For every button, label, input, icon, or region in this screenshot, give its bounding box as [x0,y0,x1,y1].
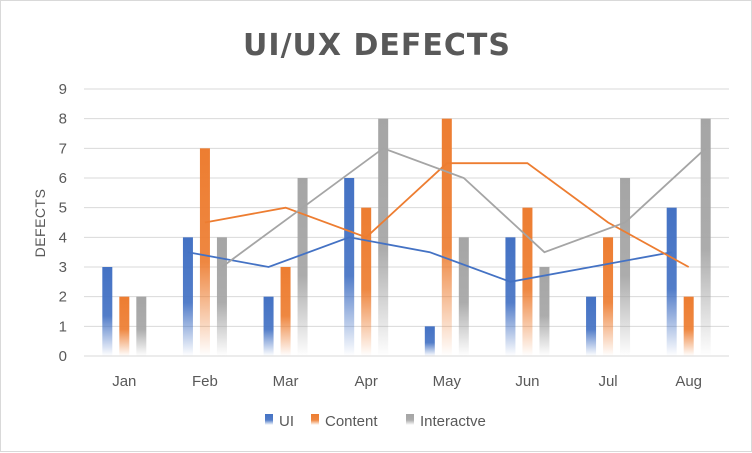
legend-swatch-content [311,414,319,425]
bar-ui-aug [666,207,677,356]
y-tick-label: 2 [59,289,67,306]
bar-interactve-apr [378,118,389,357]
legend-swatch-ui [265,414,273,425]
y-tick-label: 8 [59,111,67,128]
bar-ui-mar [263,296,274,356]
trendline-ui [187,236,672,283]
y-tick-label: 6 [59,170,67,187]
legend-swatch-interactve [406,414,414,425]
x-tick-label: Jan [112,373,136,390]
bar-interactve-feb [216,237,227,356]
trendline-interactve [221,147,707,268]
x-tick-label: May [433,373,462,390]
y-tick-labels: 0 1 2 3 4 5 6 7 8 9 [59,81,67,365]
x-tick-label: Mar [273,373,299,390]
bars [102,118,711,357]
bar-interactve-jul [620,178,631,356]
x-tick-label: Apr [355,373,378,390]
bar-interactve-aug [700,118,711,357]
y-tick-label: 9 [59,81,67,98]
y-tick-label: 4 [59,229,67,246]
bar-content-may [441,118,452,357]
trendline-content [204,162,690,268]
chart-title: UI/UX DEFECTS [243,28,511,63]
bar-interactve-jun [539,267,550,356]
x-tick-label: Feb [192,373,218,390]
legend-label-content: Content [325,413,378,430]
gridlines [84,88,729,357]
bar-interactve-mar [297,178,308,356]
bar-ui-jul [586,296,597,356]
x-tick-label: Aug [675,373,702,390]
bar-content-jan [119,296,130,356]
bar-ui-jan [102,267,113,356]
y-tick-label: 0 [59,348,67,365]
legend-label-ui: UI [279,413,294,430]
bar-content-apr [361,207,372,356]
bar-content-feb [199,148,210,356]
x-tick-labels: Jan Feb Mar Apr May Jun Jul Aug [112,373,702,390]
legend: UI Content Interactve [265,413,486,430]
bar-ui-jun [505,237,516,356]
bar-ui-apr [344,178,355,356]
y-tick-label: 3 [59,259,67,276]
y-axis-label: DEFECTS [32,189,48,258]
trendlines [187,147,707,283]
bar-content-jul [603,237,614,356]
bar-interactve-jan [136,296,147,356]
bar-content-aug [683,296,694,356]
bar-content-jun [522,207,533,356]
bar-ui-may [424,326,435,356]
y-tick-label: 5 [59,200,67,217]
x-tick-label: Jun [515,373,539,390]
bar-content-mar [280,267,291,356]
x-tick-label: Jul [598,373,617,390]
y-tick-label: 1 [59,318,67,335]
bar-interactve-may [458,237,469,356]
y-tick-label: 7 [59,140,67,157]
legend-label-interactve: Interactve [420,413,486,430]
bar-ui-feb [182,237,193,356]
